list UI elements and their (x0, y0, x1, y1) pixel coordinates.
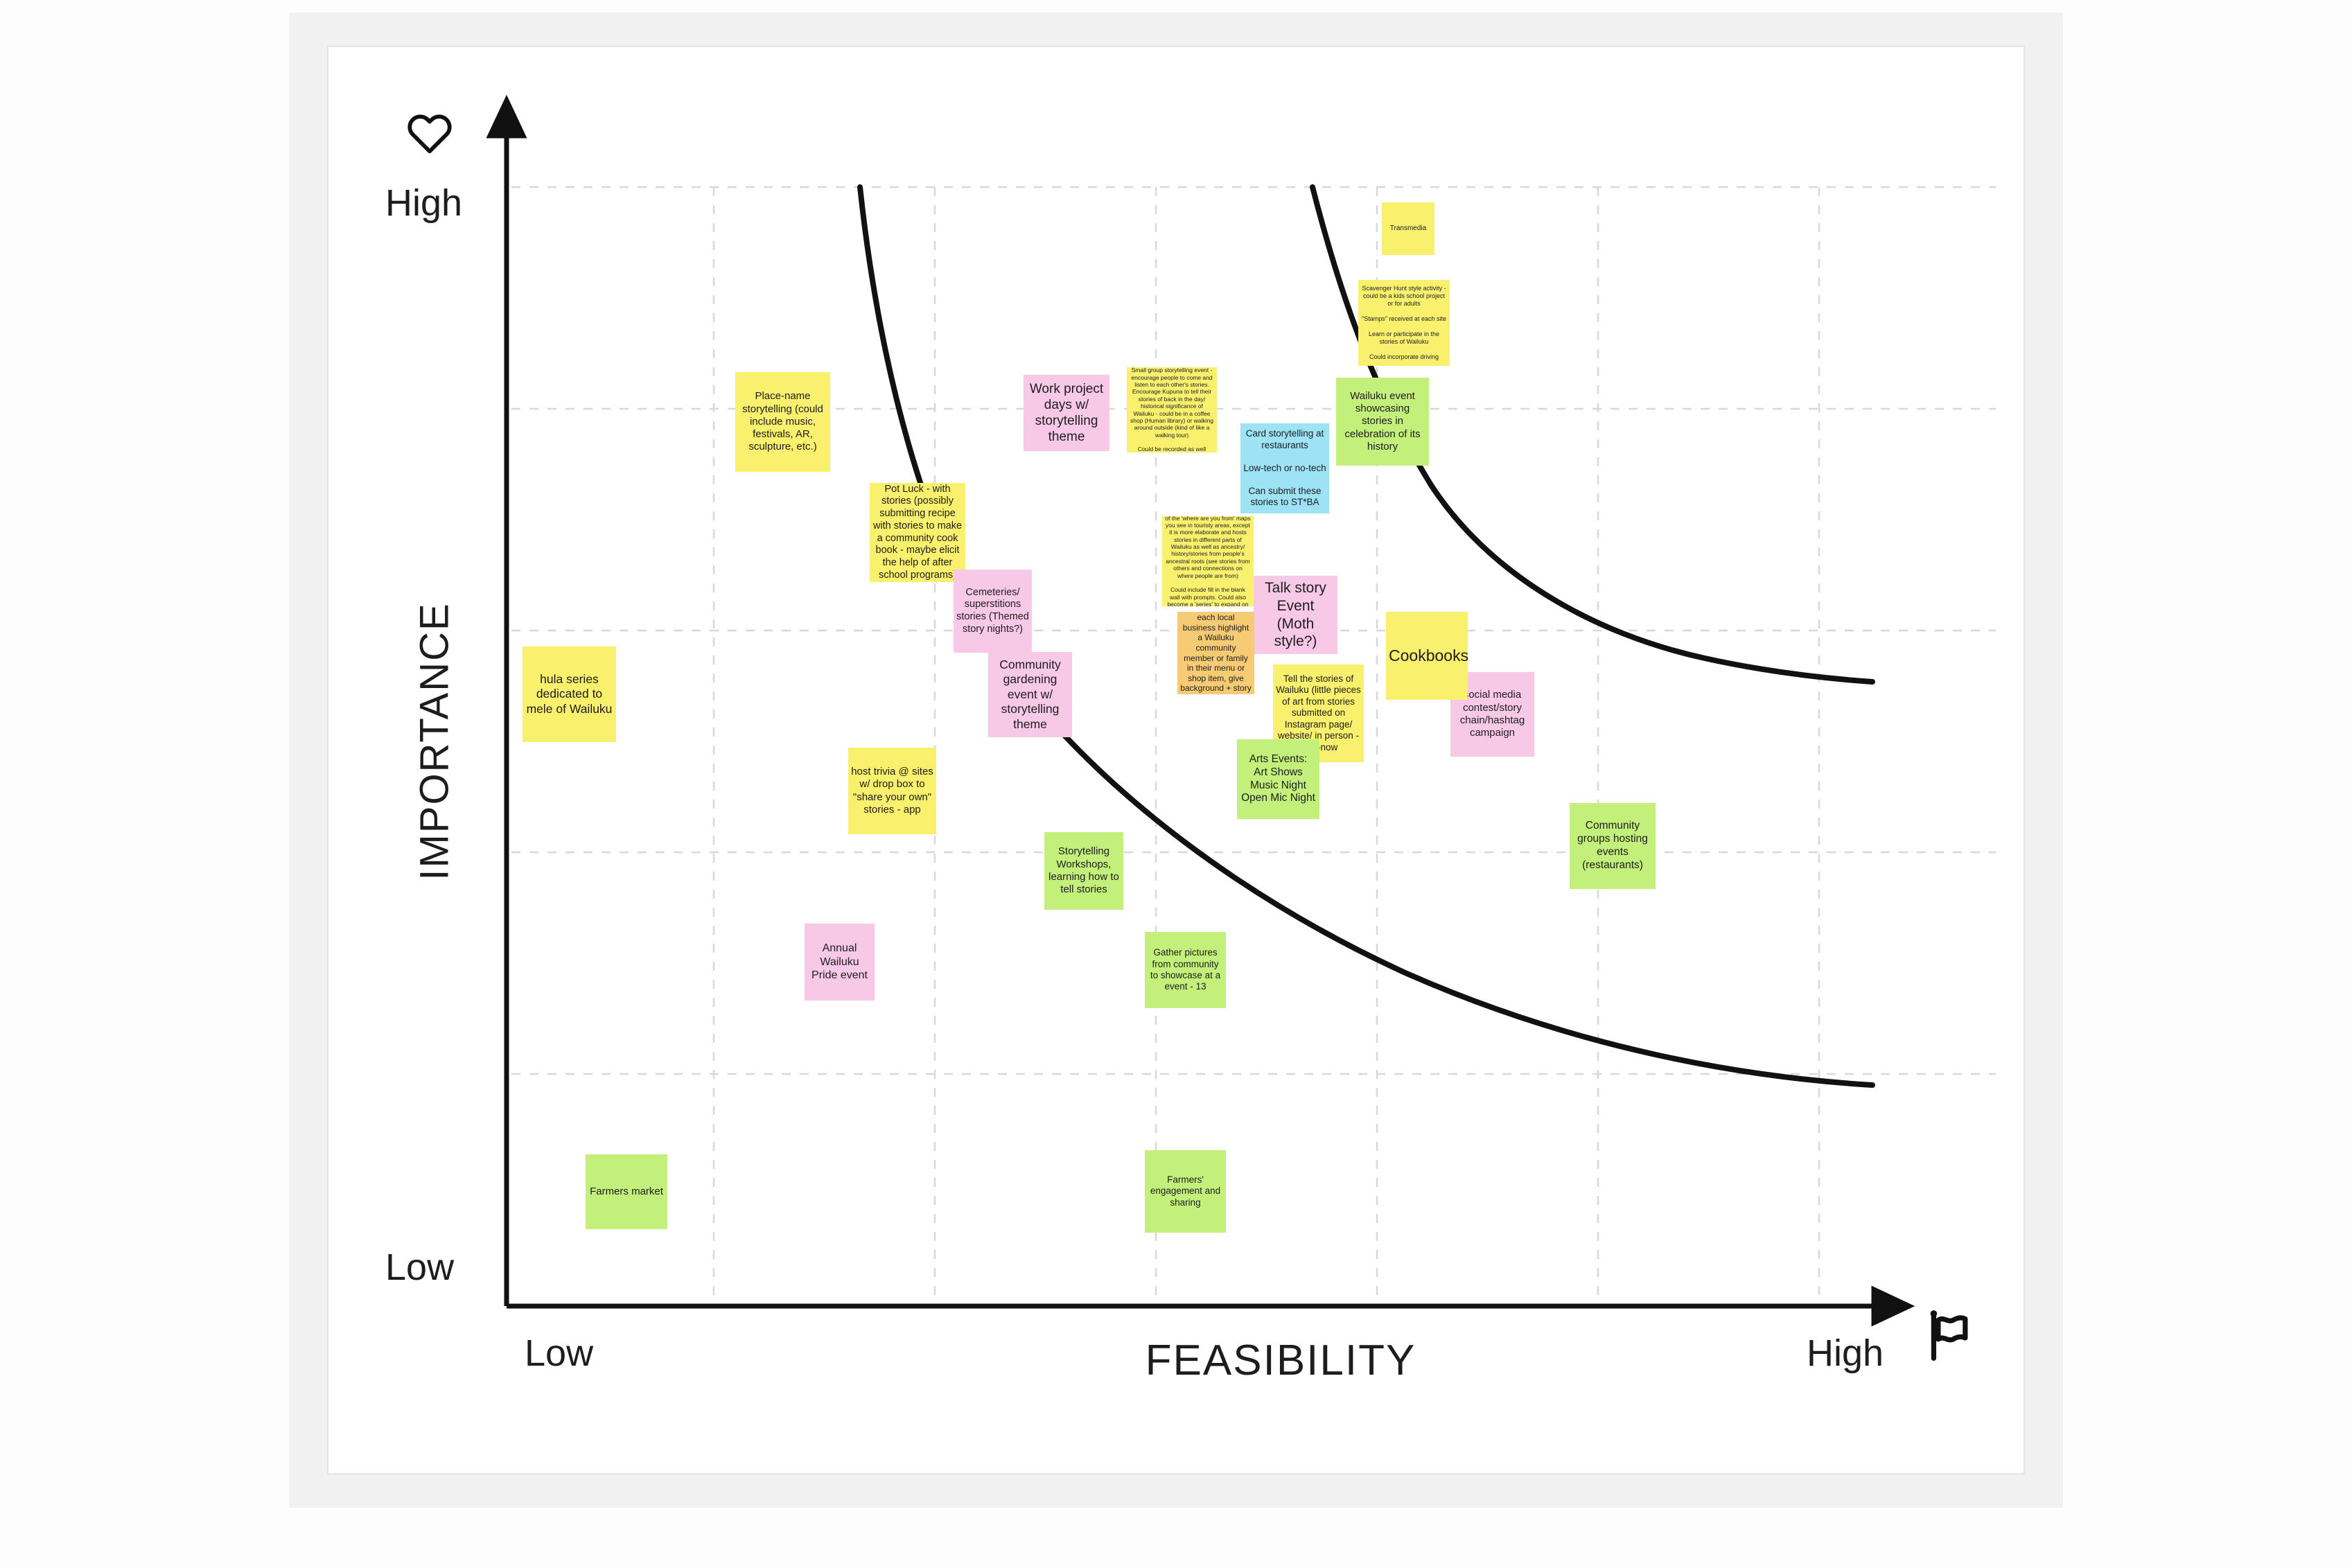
sticky-note-text: Cemeteries/ superstitions stories (Theme… (956, 586, 1029, 635)
sticky-note-text: host trivia @ sites w/ drop box to "shar… (851, 765, 933, 816)
sticky-note-text: Cookbooks (1389, 646, 1468, 665)
sticky-note-storytelling-workshops[interactable]: Storytelling Workshops, learning how to … (1044, 832, 1123, 910)
sticky-note-text: Talk story Event (Moth style?) (1265, 580, 1326, 650)
sticky-note-farmers-market[interactable]: Farmers market (586, 1154, 667, 1229)
sticky-note-text: Community groups hosting events (restaur… (1577, 820, 1648, 871)
y-axis-high-label: High (385, 182, 463, 224)
sticky-note-community-gardening[interactable]: Community gardening event w/ storytellin… (988, 652, 1072, 737)
sticky-note-text: Small group storytelling event - encoura… (1130, 367, 1213, 452)
sticky-note-farmers-engagement[interactable]: Farmers' engagement and sharing (1145, 1150, 1226, 1233)
sticky-note-cemeteries-superstitions[interactable]: Cemeteries/ superstitions stories (Theme… (954, 570, 1032, 653)
sticky-note-transmedia[interactable]: Transmedia (1382, 202, 1434, 255)
heart-icon (405, 111, 454, 160)
sticky-note-text: Gather pictures from community to showca… (1150, 947, 1221, 992)
sticky-note-text: Farmers' engagement and sharing (1150, 1174, 1221, 1208)
sticky-note-cookbooks[interactable]: Cookbooks (1386, 612, 1468, 700)
sticky-note-text: Place-name storytelling (could include m… (742, 390, 823, 453)
sticky-note-text: hula series dedicated to mele of Wailuku (526, 671, 613, 716)
sticky-note-small-group-storytelling[interactable]: Small group storytelling event - encoura… (1127, 367, 1217, 452)
sticky-note-text: Tell the stories of Wailuku (little piec… (1276, 673, 1361, 752)
sticky-note-pot-luck[interactable]: Pot Luck - with stories (possibly submit… (870, 483, 965, 582)
sticky-note-work-project-days[interactable]: Work project days w/ storytelling theme (1024, 375, 1109, 451)
flag-icon (1921, 1305, 1982, 1367)
sticky-note-host-trivia[interactable]: host trivia @ sites w/ drop box to "shar… (848, 748, 936, 834)
sticky-note-community-groups-hosting[interactable]: Community groups hosting events (restaur… (1570, 803, 1656, 889)
sticky-note-arts-events[interactable]: Arts Events: Art Shows Music Night Open … (1237, 739, 1319, 819)
x-axis-high-label: High (1807, 1332, 1884, 1374)
y-axis-low-label: Low (385, 1247, 455, 1288)
sticky-note-scavenger-hunt[interactable]: Scavenger Hunt style activity - could be… (1358, 280, 1450, 366)
sticky-note-text: Pot Luck - with stories (possibly submit… (872, 483, 963, 581)
sticky-note-text: Community gardening event w/ storytellin… (999, 658, 1061, 731)
sticky-note-text: Arts Events: Art Shows Music Night Open … (1241, 752, 1315, 804)
sticky-note-text: Storytelling Workshops, learning how to … (1048, 845, 1119, 896)
sticky-note-text: Annual Wailuku Pride event (811, 942, 868, 982)
sticky-note-annual-wailuku-pride[interactable]: Annual Wailuku Pride event (805, 924, 875, 1001)
sticky-note-local-business-highlight[interactable]: each local business highlight a Wailuku … (1177, 612, 1254, 694)
sticky-note-place-name-storytelling[interactable]: Place-name storytelling (could include m… (735, 372, 830, 472)
x-axis-title: FEASIBILITY (1145, 1337, 1416, 1384)
sticky-note-hula-series[interactable]: hula series dedicated to mele of Wailuku (523, 646, 616, 742)
sticky-note-text: Work project days w/ storytelling theme (1029, 381, 1104, 445)
sticky-note-wailuku-history-event[interactable]: Wailuku event showcasing stories in cele… (1336, 378, 1429, 466)
sticky-note-ancestral-root-storytelling[interactable]: ancestral root storytelling - Think of t… (1162, 516, 1254, 606)
sticky-note-text: each local business highlight a Wailuku … (1180, 613, 1252, 694)
sticky-note-text: Farmers market (590, 1185, 663, 1197)
sticky-note-text: Transmedia (1389, 224, 1427, 232)
sticky-note-gather-pictures[interactable]: Gather pictures from community to showca… (1145, 932, 1226, 1008)
sticky-note-text: social media contest/story chain/hashtag… (1459, 689, 1525, 739)
sticky-note-text: Scavenger Hunt style activity - could be… (1362, 285, 1446, 360)
sticky-note-card-storytelling[interactable]: Card storytelling at restaurants Low-tec… (1240, 423, 1329, 513)
sticky-note-text: ancestral root storytelling - Think of t… (1165, 516, 1251, 606)
sticky-note-text: Wailuku event showcasing stories in cele… (1344, 389, 1421, 452)
sticky-note-text: Card storytelling at restaurants Low-tec… (1243, 428, 1326, 508)
x-axis-low-label: Low (525, 1332, 594, 1374)
sticky-note-talk-story-event[interactable]: Talk story Event (Moth style?) (1254, 576, 1337, 654)
